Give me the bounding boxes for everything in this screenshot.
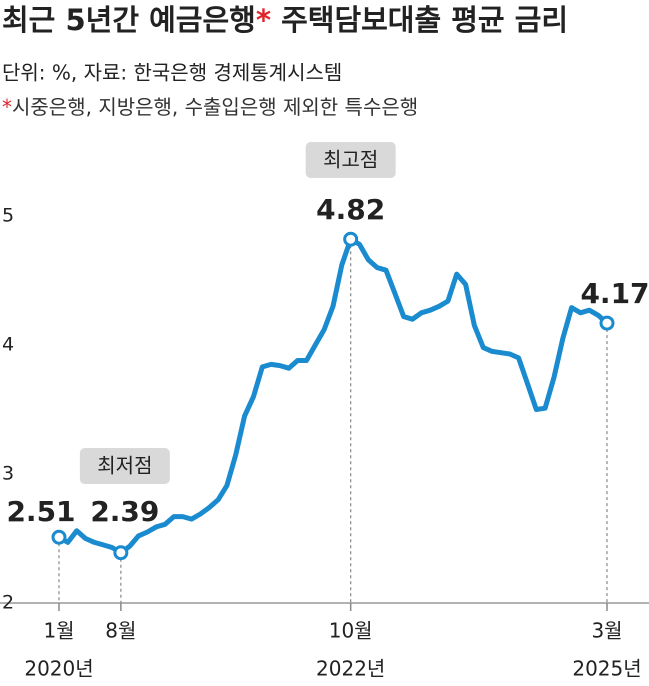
x-tick-label: 10월 (329, 619, 373, 643)
chart-title: 최근 5년간 예금은행* 주택담보대출 평균 금리 (2, 3, 568, 37)
data-label: 2.39 (90, 495, 159, 528)
data-label: 4.82 (316, 193, 385, 226)
annotation-box (305, 142, 396, 178)
title-text: 주택담보대출 평균 금리 (271, 3, 568, 37)
data-label: 4.17 (580, 277, 649, 310)
point-marker (51, 529, 67, 545)
note: *시중은행, 지방은행, 수출입은행 제외한 특수은행 (2, 95, 418, 119)
x-year-label: 2020년 (24, 657, 93, 681)
x-year-label: 2025년 (572, 657, 641, 681)
x-tick-label: 3월 (591, 619, 622, 643)
line-series (57, 236, 609, 556)
y-tick-label: 2 (2, 592, 14, 614)
note-text: 시중은행, 지방은행, 수출입은행 제외한 특수은행 (12, 95, 418, 119)
note-asterisk: * (2, 95, 12, 119)
x-tick-label: 8월 (105, 619, 136, 643)
point-marker (113, 545, 129, 561)
annotation-box (79, 448, 170, 484)
point-marker (599, 315, 615, 331)
annotation: 최고점 (323, 148, 378, 172)
y-tick-label: 3 (2, 463, 14, 485)
point-marker (343, 231, 359, 247)
title-asterisk: * (256, 3, 271, 37)
title-text: 최근 5년간 예금은행 (2, 3, 256, 37)
y-tick-label: 4 (2, 334, 14, 356)
annotation: 최저점 (97, 454, 152, 478)
x-year-label: 2022년 (316, 657, 385, 681)
y-tick-label: 5 (2, 205, 14, 227)
data-label: 2.51 (6, 495, 75, 528)
x-tick-label: 1월 (43, 619, 74, 643)
subtitle: 단위: %, 자료: 한국은행 경제통계시스템 (2, 61, 342, 85)
